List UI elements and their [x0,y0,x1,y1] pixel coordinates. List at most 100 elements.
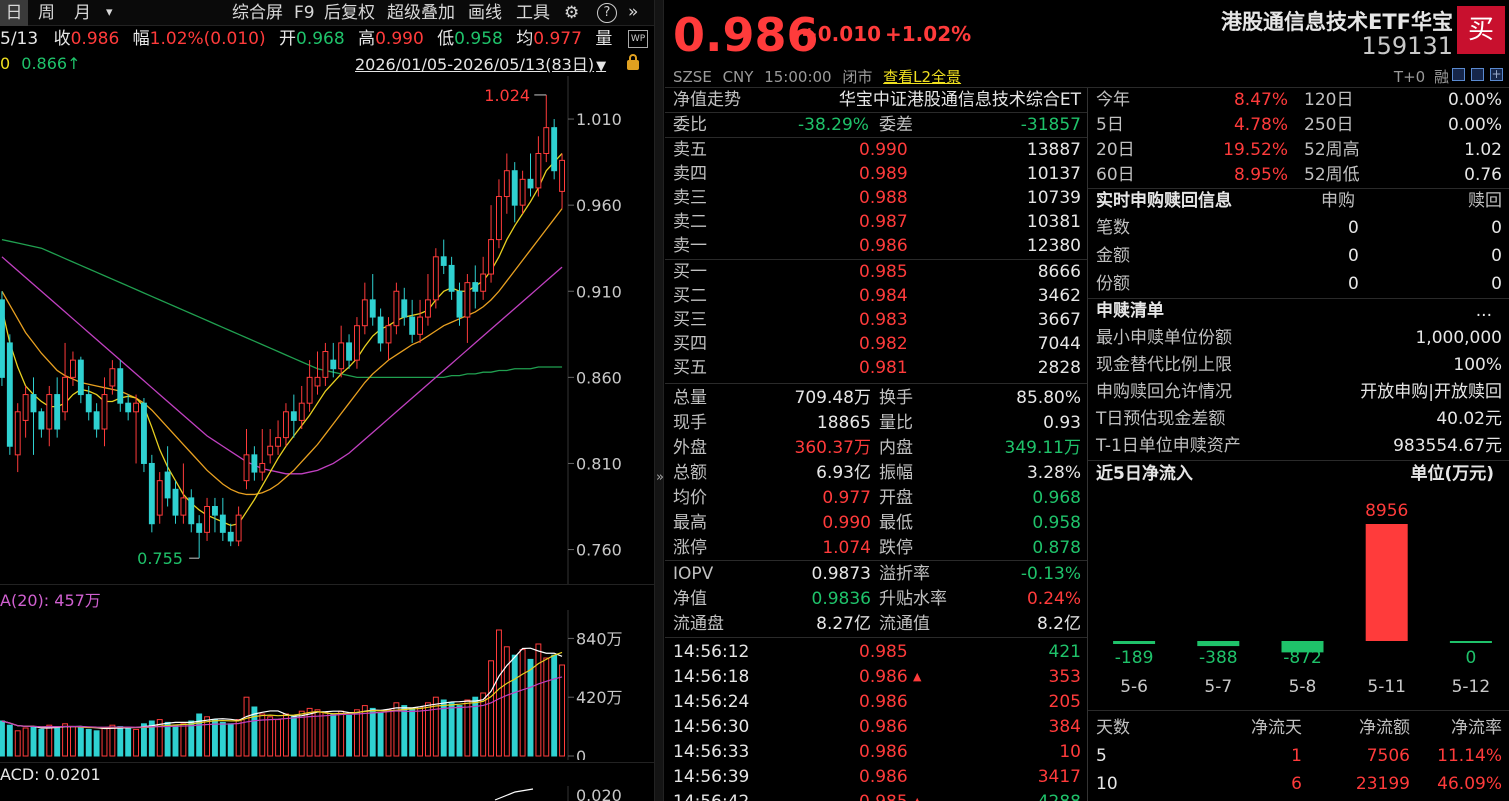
candle[interactable] [559,153,566,209]
candle[interactable] [290,394,297,438]
candle[interactable] [511,162,518,223]
candle[interactable] [503,153,510,214]
candle[interactable] [259,429,266,481]
candle[interactable] [38,408,45,438]
candle[interactable] [109,360,116,395]
macd-chart[interactable]: 0.020 [0,786,654,801]
candle[interactable] [117,360,124,412]
bid-price[interactable]: 0.985 [859,262,908,282]
candle[interactable] [306,360,313,412]
toolbar-draw[interactable]: 画线 [468,3,502,23]
candle[interactable] [54,377,61,438]
candle[interactable] [22,385,29,438]
candle[interactable] [527,153,534,197]
tab-week[interactable]: 周 [38,3,55,23]
help-icon[interactable]: ? [597,3,617,23]
candle[interactable] [180,463,187,524]
ruler-icon[interactable] [1471,68,1484,81]
candle[interactable] [432,248,439,309]
candle[interactable] [235,506,242,547]
candle[interactable] [472,265,479,309]
lock-icon[interactable] [627,60,639,70]
edit-icon[interactable] [1452,68,1465,81]
toolbar-overlay[interactable]: 超级叠加 [387,3,455,23]
toolbar-adjust[interactable]: 后复权 [324,3,375,23]
candle[interactable] [440,239,447,275]
add-icon[interactable]: + [1490,67,1503,81]
candle[interactable] [353,317,360,369]
buy-button[interactable]: 买 [1457,6,1505,54]
candle[interactable] [125,394,132,421]
ask-price[interactable]: 0.986 [859,236,908,256]
ask-price[interactable]: 0.987 [859,212,908,232]
candle[interactable] [417,299,424,343]
candle[interactable] [424,274,431,326]
toolbar-f9[interactable]: F9 [294,3,315,23]
candle[interactable] [393,282,400,335]
toolbar-tools[interactable]: 工具 [516,3,550,23]
candle[interactable] [346,334,353,369]
candle[interactable] [267,429,274,464]
bid-price[interactable]: 0.983 [859,310,908,330]
candle[interactable] [409,299,416,343]
candle[interactable] [401,287,408,326]
wp-icon[interactable]: WP [628,30,648,48]
candle[interactable] [164,446,171,507]
candle[interactable] [298,385,305,430]
period-dropdown-icon[interactable]: ▾ [106,5,113,20]
candle[interactable] [140,398,147,473]
candle[interactable] [6,334,13,455]
candle[interactable] [172,480,179,524]
candle[interactable] [62,342,69,421]
candle[interactable] [156,472,163,524]
candle[interactable] [369,274,376,326]
inflow-bar[interactable] [1197,641,1240,647]
inflow-bar[interactable] [1449,641,1492,643]
inflow-bar[interactable] [1365,524,1408,641]
candle[interactable] [85,385,92,421]
candle[interactable] [243,429,250,490]
candle[interactable] [148,454,155,533]
collapse-icon[interactable]: » [656,470,664,485]
candle[interactable] [377,308,384,352]
candle[interactable] [464,274,471,343]
candle[interactable] [188,489,195,533]
candle[interactable] [330,342,337,378]
candle[interactable] [196,515,203,559]
candle[interactable] [30,377,37,455]
ask-price[interactable]: 0.989 [859,164,908,184]
candle[interactable] [480,256,487,300]
ask-price[interactable]: 0.990 [859,140,908,160]
candle[interactable] [361,282,368,335]
toolbar-composite[interactable]: 综合屏 [232,3,283,23]
candle[interactable] [519,170,526,214]
panel-divider[interactable]: » [654,0,664,801]
kline-chart[interactable]: 1.010 0.960 0.910 0.860 0.810 0.760 1.024 0.755 [0,76,654,584]
candle[interactable] [133,394,140,464]
candle[interactable] [219,497,226,541]
candle[interactable] [77,356,84,404]
redeem-more[interactable]: ... [1475,301,1492,321]
tab-month[interactable]: 月 [74,3,91,23]
l2-link[interactable]: 查看L2全景 [883,68,962,86]
candle[interactable] [385,317,392,361]
bid-price[interactable]: 0.981 [859,358,908,378]
inflow-bar[interactable] [1281,641,1324,653]
expand-icon[interactable]: » [628,2,639,22]
candle[interactable] [251,446,258,481]
nav-trend-label[interactable]: 净值走势 [673,90,741,110]
candle[interactable] [495,179,502,249]
candle[interactable] [0,291,5,386]
candle[interactable] [456,282,463,326]
candle[interactable] [488,205,495,283]
candle[interactable] [14,403,21,473]
ask-price[interactable]: 0.988 [859,188,908,208]
candle[interactable] [551,119,558,180]
candle[interactable] [93,403,100,438]
candle[interactable] [211,497,218,533]
volume-chart[interactable]: 840万 420万 0 [0,610,654,760]
tab-day[interactable]: 日 [0,0,28,26]
candle[interactable] [535,136,542,197]
candle[interactable] [101,377,108,447]
inflow-bar[interactable] [1113,641,1156,644]
